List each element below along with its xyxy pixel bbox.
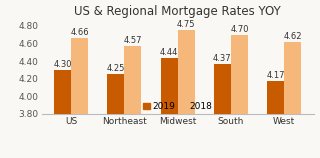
Legend: 2019, 2018: 2019, 2018 [142,102,213,111]
Bar [107,74,124,158]
Title: US & Regional Mortgage Rates YOY: US & Regional Mortgage Rates YOY [74,5,281,18]
Text: 4.25: 4.25 [107,64,125,73]
Text: 4.57: 4.57 [124,36,142,45]
Bar [124,46,141,158]
Bar [54,70,71,158]
Bar [161,58,178,158]
Bar [267,81,284,158]
Bar [178,30,195,158]
Bar [214,64,231,158]
Text: 4.62: 4.62 [284,32,302,41]
Text: 4.75: 4.75 [177,21,196,30]
Text: 4.37: 4.37 [213,54,232,63]
Bar [284,42,301,158]
Text: 4.30: 4.30 [53,60,72,69]
Text: 4.70: 4.70 [230,25,249,34]
Bar [71,38,88,158]
Text: 4.66: 4.66 [70,28,89,37]
Text: 4.17: 4.17 [267,71,285,80]
Bar [231,35,248,158]
Text: 4.44: 4.44 [160,48,178,57]
